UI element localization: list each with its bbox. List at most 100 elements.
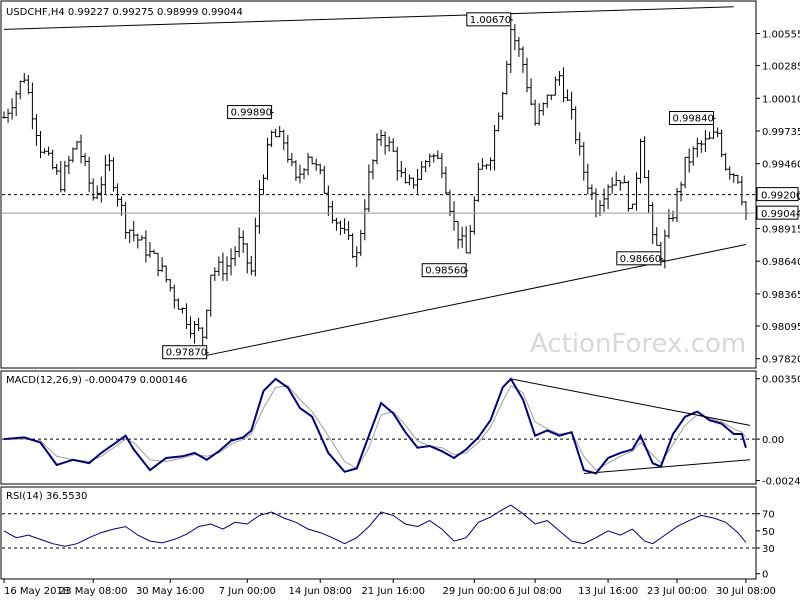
extreme-label: 0.97870: [166, 348, 207, 359]
price-bar: [273, 128, 278, 138]
macd-trendline-upper: [510, 378, 751, 426]
price-axis-label: 0.98915: [762, 224, 800, 235]
price-bar: [435, 150, 440, 160]
price-bar: [326, 185, 331, 216]
price-bar: [516, 36, 521, 57]
rsi-axis-label: 0: [762, 570, 768, 581]
extreme-label-box: [466, 12, 512, 27]
price-bar: [504, 60, 509, 95]
price-bar: [675, 187, 680, 222]
price-bar: [662, 229, 667, 269]
price-bar: [10, 98, 15, 120]
extreme-label-box: [616, 251, 662, 266]
price-bar: [164, 265, 169, 283]
price-bar: [111, 157, 116, 192]
price-bar: [196, 317, 201, 331]
price-panel-frame: [0, 0, 757, 369]
price-bar: [30, 82, 35, 130]
price-bar: [561, 67, 566, 103]
price-bar: [687, 148, 692, 173]
price-bar: [399, 160, 404, 178]
price-bar: [212, 267, 217, 281]
price-bar: [70, 147, 75, 163]
price-bar: [302, 168, 307, 180]
price-bar: [387, 136, 392, 152]
price-bar: [447, 189, 452, 216]
price-bar: [395, 147, 400, 181]
price-bars: [2, 24, 748, 347]
price-bar: [168, 279, 173, 292]
price-bar: [370, 159, 375, 180]
price-bar: [492, 125, 497, 171]
price-axis-label: 0.97820: [762, 355, 800, 366]
price-bar: [224, 256, 229, 282]
price-bar: [622, 175, 627, 184]
price-bar: [297, 164, 302, 184]
price-bar: [249, 255, 254, 276]
price-bar: [569, 91, 574, 120]
price-axis-label: 1.00285: [762, 62, 800, 73]
dashed-level-tag: 0.99200: [761, 191, 800, 202]
price-bar: [464, 226, 469, 254]
price-bar: [18, 80, 23, 100]
price-bar: [184, 303, 189, 329]
price-bar: [6, 108, 11, 123]
price-bar: [460, 226, 465, 248]
price-bar: [318, 163, 323, 175]
chart-header: USDCHF,H4 0.99227 0.99275 0.98999 0.9904…: [6, 7, 243, 18]
price-bar: [723, 152, 728, 171]
macd-series-signal: [4, 385, 747, 471]
price-bar: [46, 146, 51, 156]
price-bar: [180, 307, 185, 314]
price-bar: [670, 210, 675, 222]
extreme-label-box: [227, 105, 273, 120]
price-bar: [557, 71, 562, 86]
price-bar: [257, 180, 262, 234]
rsi-axis-label: 50: [762, 527, 775, 538]
price-bar: [245, 243, 250, 274]
rsi-axis-label: 70: [762, 510, 775, 521]
time-axis-label: 23 May 08:00: [59, 586, 128, 597]
price-bar: [679, 181, 684, 202]
price-bar: [585, 163, 590, 195]
price-bar: [427, 153, 432, 168]
extreme-label: 1.00670: [470, 15, 511, 26]
price-bar: [216, 256, 221, 276]
price-bar: [537, 103, 542, 126]
watermark: ActionForex.com: [530, 329, 746, 359]
price-bar: [79, 134, 84, 164]
time-axis-label: 21 Jun 16:00: [361, 586, 425, 597]
price-bar: [366, 164, 371, 212]
price-bar: [338, 220, 343, 236]
price-bar: [314, 158, 319, 171]
price-bar: [127, 229, 132, 244]
price-bar: [22, 72, 27, 84]
price-bar: [172, 284, 177, 309]
price-bar: [512, 24, 517, 51]
price-bar: [456, 220, 461, 249]
symbol-label: USDCHF: [6, 7, 48, 18]
price-bar: [208, 274, 213, 317]
price-axis-label: 1.00010: [762, 94, 800, 105]
price-bar: [95, 185, 100, 200]
price-bar: [691, 146, 696, 166]
price-bar: [488, 157, 493, 171]
price-bar: [277, 125, 282, 138]
price-bar: [241, 230, 246, 253]
price-bar: [719, 129, 724, 158]
price-bar: [391, 138, 396, 153]
price-bar: [354, 246, 359, 267]
price-bar: [541, 102, 546, 116]
price-bar: [293, 160, 298, 181]
price-bar: [727, 166, 732, 180]
price-bar: [618, 179, 623, 191]
price-bar: [602, 188, 607, 213]
ohlc-readout: 0.99227 0.99275 0.98999 0.99044: [68, 7, 243, 18]
time-axis-label: 6 Jul 08:00: [508, 586, 562, 597]
price-bar: [322, 165, 327, 194]
price-bar: [565, 89, 570, 102]
price-axis-label: 0.98365: [762, 290, 800, 301]
macd-axis-label: -0.002408: [762, 477, 800, 488]
price-bar: [99, 176, 104, 203]
